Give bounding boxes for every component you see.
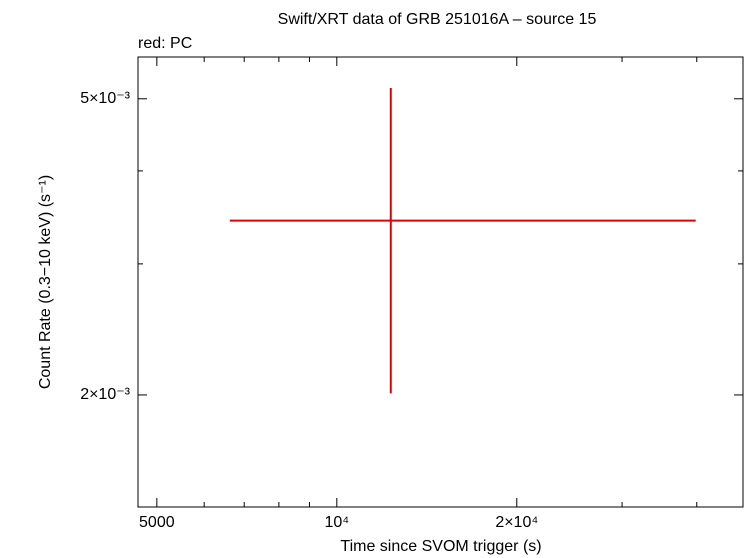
plot-frame	[137, 56, 744, 508]
y-tick-label: 5×10⁻³	[80, 90, 130, 107]
x-axis-label: Time since SVOM trigger (s)	[340, 538, 541, 555]
x-tick-label: 10⁴	[324, 514, 349, 531]
subtitle: red: PC	[138, 35, 192, 52]
y-axis-label: Count Rate (0.3−10 keV) (s⁻¹)	[37, 175, 54, 389]
x-tick-label: 2×10⁴	[495, 514, 538, 531]
x-tick-label: 5000	[139, 514, 175, 531]
y-tick-label: 2×10⁻³	[80, 386, 130, 403]
chart-title: Swift/XRT data of GRB 251016A – source 1…	[278, 11, 597, 28]
